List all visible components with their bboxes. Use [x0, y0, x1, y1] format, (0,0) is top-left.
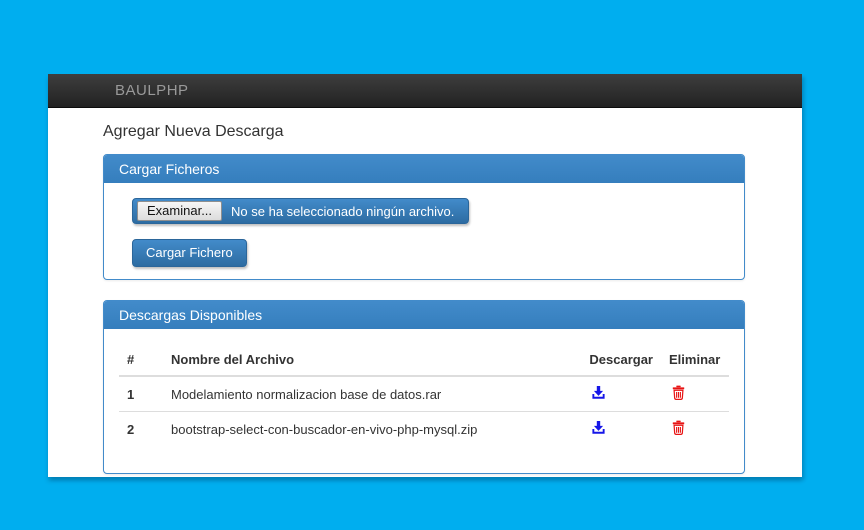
delete-button[interactable] — [669, 420, 686, 435]
column-header-delete: Eliminar — [661, 344, 729, 377]
upload-panel-header: Cargar Ficheros — [104, 155, 744, 183]
table-header-row: # Nombre del Archivo Descargar Eliminar — [119, 344, 729, 377]
downloads-table: # Nombre del Archivo Descargar Eliminar … — [119, 344, 729, 446]
downloads-panel-body: # Nombre del Archivo Descargar Eliminar … — [104, 329, 744, 473]
trash-icon — [671, 420, 686, 438]
file-input[interactable]: Examinar... No se ha seleccionado ningún… — [132, 198, 470, 224]
table-row: 1 Modelamiento normalizacion base de dat… — [119, 375, 729, 412]
delete-button[interactable] — [669, 385, 686, 400]
download-button[interactable] — [589, 385, 606, 400]
column-header-download: Descargar — [581, 344, 661, 377]
row-filename: bootstrap-select-con-buscador-en-vivo-ph… — [163, 411, 582, 446]
column-header-num: # — [119, 344, 163, 377]
table-row: 2 bootstrap-select-con-buscador-en-vivo-… — [119, 411, 729, 446]
trash-icon — [671, 385, 686, 403]
navbar: BAULPHP — [48, 74, 802, 108]
app-window: BAULPHP Agregar Nueva Descarga Cargar Fi… — [48, 74, 802, 477]
downloads-panel-header: Descargas Disponibles — [104, 301, 744, 329]
navbar-brand[interactable]: BAULPHP — [115, 82, 189, 99]
download-button[interactable] — [589, 420, 606, 435]
downloads-panel: Descargas Disponibles # Nombre del Archi… — [103, 300, 745, 474]
file-input-status: No se ha seleccionado ningún archivo. — [231, 203, 455, 219]
row-filename: Modelamiento normalizacion base de datos… — [163, 375, 582, 412]
page-title: Agregar Nueva Descarga — [103, 123, 284, 140]
upload-panel: Cargar Ficheros Examinar... No se ha sel… — [103, 154, 745, 280]
download-icon — [591, 420, 606, 438]
upload-file-button[interactable]: Cargar Fichero — [132, 239, 247, 267]
download-icon — [591, 385, 606, 403]
row-number: 1 — [119, 375, 163, 412]
column-header-filename: Nombre del Archivo — [163, 344, 582, 377]
row-number: 2 — [119, 411, 163, 446]
main-content: Agregar Nueva Descarga Cargar Ficheros E… — [48, 108, 802, 474]
browse-button[interactable]: Examinar... — [137, 201, 223, 221]
upload-panel-body: Examinar... No se ha seleccionado ningún… — [104, 183, 744, 279]
